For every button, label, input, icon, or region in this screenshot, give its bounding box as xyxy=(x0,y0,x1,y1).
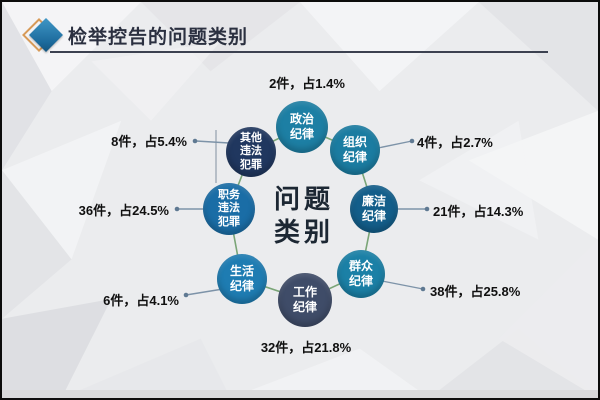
category-label: 其他违法犯罪 xyxy=(240,131,262,171)
stat-label-political-discipline: 2件，占1.4% xyxy=(269,76,345,91)
stat-label-other-violations: 8件，占5.4% xyxy=(111,134,187,149)
stat-label-mass-discipline: 38件，占25.8% xyxy=(430,284,521,299)
category-circle-duty-violations: 职务违法犯罪 xyxy=(203,183,255,235)
category-label: 群众纪律 xyxy=(349,259,374,288)
stat-label-duty-violations: 36件，占24.5% xyxy=(78,203,169,218)
category-circle-political-discipline: 政治纪律 xyxy=(276,101,328,153)
slide-header: 检举控告的问题类别 xyxy=(2,2,598,58)
category-label: 组织纪律 xyxy=(343,135,368,164)
title-underline xyxy=(50,51,548,53)
category-circle-other-violations: 其他违法犯罪 xyxy=(226,127,276,177)
category-label: 职务违法犯罪 xyxy=(218,188,240,228)
category-label: 工作纪律 xyxy=(293,285,318,314)
category-circle-life-discipline: 生活纪律 xyxy=(217,254,267,304)
slide-bottom-band xyxy=(2,390,598,398)
stat-label-life-discipline: 6件，占4.1% xyxy=(103,293,179,308)
category-circle-mass-discipline: 群众纪律 xyxy=(337,250,385,298)
category-label: 生活纪律 xyxy=(230,264,255,293)
category-label: 政治纪律 xyxy=(290,112,315,141)
category-circle-work-discipline: 工作纪律 xyxy=(278,273,332,327)
stat-label-work-discipline: 32件，占21.8% xyxy=(260,340,352,355)
category-label: 廉洁纪律 xyxy=(362,194,387,223)
category-circle-organizational-discipline: 组织纪律 xyxy=(330,125,380,175)
leader-lines xyxy=(178,140,427,296)
category-circle-integrity-discipline: 廉洁纪律 xyxy=(350,185,398,233)
slide-title: 检举控告的问题类别 xyxy=(68,27,249,48)
stat-label-organizational-discipline: 4件，占2.7% xyxy=(417,135,493,150)
stat-label-integrity-discipline: 21件，占14.3% xyxy=(433,204,524,219)
leader-dots xyxy=(174,138,430,298)
diagram-center-label: 问题类别 xyxy=(273,185,334,247)
